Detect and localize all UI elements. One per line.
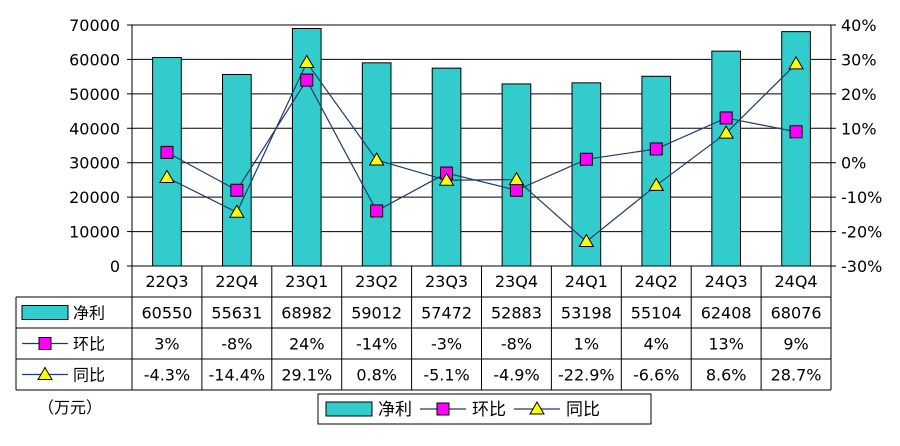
right-tick-label: 40% — [841, 16, 877, 35]
x-tick-label: 24Q2 — [635, 272, 678, 291]
marker-同比-23Q1 — [298, 54, 315, 69]
table-cell: 60550 — [141, 304, 192, 323]
x-tick-label: 22Q4 — [215, 272, 258, 291]
marker-环比-22Q3 — [160, 145, 174, 159]
bar-24Q3 — [711, 50, 741, 267]
table-row-header: 同比 — [73, 366, 105, 385]
marker-环比-23Q2 — [370, 204, 384, 218]
table-cell: -14.4% — [209, 366, 266, 385]
left-tick-label: 60000 — [69, 50, 120, 69]
legend-box — [317, 393, 652, 425]
table-row-header: 环比 — [73, 335, 105, 354]
marker-同比-24Q4 — [788, 55, 804, 70]
x-tick-label: 22Q3 — [145, 272, 188, 291]
left-tick-label: 70000 — [69, 16, 120, 35]
marker-环比-24Q3 — [719, 111, 733, 125]
right-tick-label: -20% — [841, 223, 882, 242]
marker-环比-23Q1 — [300, 73, 314, 87]
table-cell: 13% — [708, 335, 744, 354]
table-cell: 68076 — [771, 304, 822, 323]
left-tick-label: 30000 — [69, 154, 120, 173]
x-tick-label: 23Q4 — [495, 272, 538, 291]
marker-环比-23Q4 — [509, 183, 523, 197]
table-cell: 62408 — [701, 304, 752, 323]
table-cell: -8% — [501, 335, 532, 354]
x-tick-label: 24Q3 — [705, 272, 748, 291]
table-cell: 28.7% — [771, 366, 822, 385]
line-同比 — [166, 61, 797, 243]
x-tick-label: 23Q2 — [355, 272, 398, 291]
marker-环比-24Q2 — [649, 142, 663, 156]
unit-note: （万元） — [38, 398, 102, 417]
table-cell: 1% — [574, 335, 599, 354]
x-tick-label: 24Q4 — [774, 272, 817, 291]
bar-24Q4 — [781, 31, 811, 267]
left-tick-label: 20000 — [69, 188, 120, 207]
left-tick-label: 40000 — [69, 119, 120, 138]
right-tick-label: 30% — [841, 50, 877, 69]
bar-22Q4 — [222, 73, 252, 267]
table-cell: -14% — [356, 335, 397, 354]
table-cell: 9% — [783, 335, 808, 354]
key-marker-环比 — [436, 402, 450, 416]
marker-同比-22Q4 — [228, 204, 245, 218]
table-cell: 29.1% — [281, 366, 332, 385]
table-cell: -6.6% — [633, 366, 679, 385]
table-cell: -3% — [431, 335, 462, 354]
table-row-header: 净利 — [73, 304, 105, 323]
marker-环比-22Q4 — [230, 183, 244, 197]
right-tick-label: -10% — [841, 188, 882, 207]
table-cell: -4.3% — [144, 366, 190, 385]
marker-同比-23Q3 — [438, 172, 455, 186]
left-tick-label: 50000 — [69, 85, 120, 104]
right-tick-label: 0% — [841, 154, 866, 173]
marker-同比-24Q3 — [718, 125, 735, 139]
table-cell: 24% — [289, 335, 325, 354]
marker-环比-24Q4 — [789, 125, 803, 139]
right-tick-label: 10% — [841, 119, 877, 138]
table-cell: 68982 — [281, 304, 332, 323]
table-cell: -4.9% — [493, 366, 539, 385]
table-cell: -8% — [221, 335, 252, 354]
key-净利 — [325, 401, 373, 417]
table-cell: 8.6% — [706, 366, 747, 385]
table-cell: 53198 — [561, 304, 612, 323]
left-tick-label: 10000 — [69, 223, 120, 242]
left-tick-label: 0 — [110, 257, 120, 276]
table-cell: 57472 — [421, 304, 472, 323]
key-净利 — [21, 305, 69, 320]
line-环比 — [166, 78, 797, 212]
table-cell: 55631 — [211, 304, 262, 323]
legend-label: 净利 — [378, 400, 412, 420]
table-cell: -5.1% — [423, 366, 469, 385]
marker-同比-22Q3 — [159, 169, 175, 184]
table-cell: 55104 — [631, 304, 682, 323]
x-tick-label: 23Q3 — [425, 272, 468, 291]
marker-环比-24Q1 — [579, 152, 593, 166]
right-tick-label: -30% — [841, 257, 882, 276]
x-tick-label: 24Q1 — [565, 272, 608, 291]
marker-同比-23Q4 — [508, 171, 525, 186]
table-cell: -22.9% — [558, 366, 615, 385]
marker-同比-24Q2 — [648, 177, 665, 191]
key-marker-环比 — [38, 337, 52, 350]
legend-label: 同比 — [566, 400, 600, 420]
table-cell: 59012 — [351, 304, 402, 323]
table-cell: 52883 — [491, 304, 542, 323]
legend-label: 环比 — [472, 400, 506, 420]
bar-22Q3 — [152, 57, 182, 267]
key-marker-同比 — [37, 366, 53, 380]
right-tick-label: 20% — [841, 85, 877, 104]
marker-同比-24Q1 — [578, 233, 595, 248]
x-tick-label: 23Q1 — [285, 272, 328, 291]
bar-24Q2 — [641, 75, 672, 267]
table-cell: 4% — [644, 335, 669, 354]
table-cell: 3% — [154, 335, 179, 354]
table-cell: 0.8% — [356, 366, 397, 385]
key-marker-同比 — [529, 401, 545, 415]
marker-同比-23Q2 — [368, 151, 385, 166]
